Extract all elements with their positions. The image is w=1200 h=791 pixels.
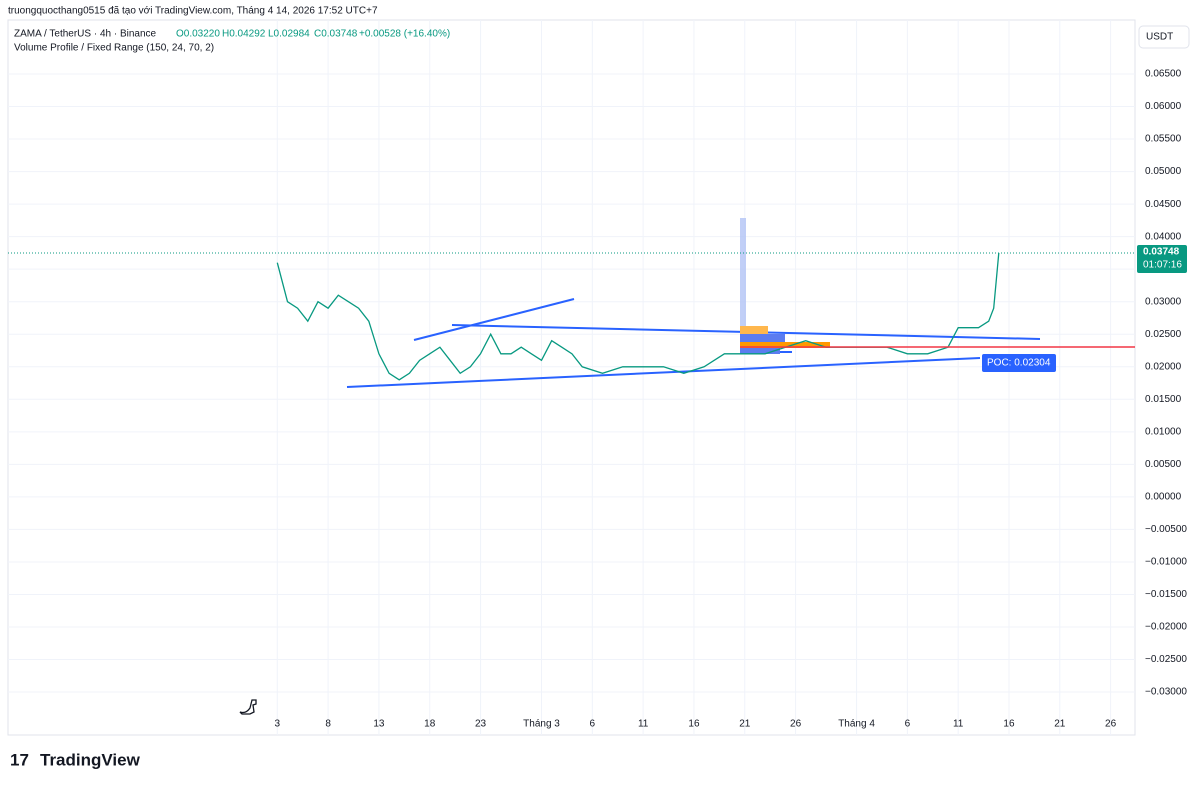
brand: TradingView bbox=[40, 750, 141, 769]
ohlc-high: H0.04292 bbox=[222, 29, 266, 40]
currency[interactable]: USDT bbox=[1146, 32, 1173, 43]
profile-bar bbox=[740, 342, 830, 348]
y-tick-label: −0.01500 bbox=[1145, 589, 1187, 600]
x-tick-label: 23 bbox=[475, 719, 487, 730]
y-tick-label: 0.04500 bbox=[1145, 199, 1182, 210]
last-price-label: 0.03748 bbox=[1143, 247, 1180, 258]
poc-label-box bbox=[982, 353, 1056, 372]
y-tick-label: 0.02500 bbox=[1145, 329, 1182, 340]
currency-button[interactable] bbox=[1138, 25, 1190, 49]
x-tick-label: 3 bbox=[275, 719, 281, 730]
y-tick-label: 0.03000 bbox=[1145, 296, 1182, 307]
y-tick-label: 0.04000 bbox=[1145, 231, 1182, 242]
profile-bar bbox=[740, 218, 746, 328]
y-tick-label: −0.02500 bbox=[1145, 654, 1187, 665]
x-tick-label: 6 bbox=[590, 719, 596, 730]
y-tick-label: 0.02000 bbox=[1145, 361, 1182, 372]
y-tick-label: 0.01500 bbox=[1145, 394, 1182, 405]
x-tick-label: 21 bbox=[739, 719, 751, 730]
ohlc-open: O0.03220 bbox=[176, 29, 220, 40]
y-tick-label: 0.00000 bbox=[1145, 492, 1182, 503]
ohlc-close: C0.03748 bbox=[314, 29, 358, 40]
y-tick-label: −0.02000 bbox=[1145, 622, 1187, 633]
trendline bbox=[346, 357, 981, 388]
x-tick-label: 16 bbox=[1003, 719, 1015, 730]
x-tick-label: 8 bbox=[325, 719, 331, 730]
y-tick-label: −0.00500 bbox=[1145, 524, 1187, 535]
x-tick-label: 11 bbox=[638, 719, 649, 730]
poc-label: POC: 0.02304 bbox=[987, 358, 1051, 369]
x-tick-label: 18 bbox=[424, 719, 436, 730]
x-tick-label: 26 bbox=[1105, 719, 1117, 730]
x-tick-label: 6 bbox=[905, 719, 911, 730]
attribution: truongquocthang0515 đã tạo với TradingVi… bbox=[8, 6, 378, 17]
profile-bar bbox=[740, 348, 780, 354]
trendline bbox=[413, 298, 575, 341]
indicator: Volume Profile / Fixed Range (150, 24, 7… bbox=[14, 43, 214, 54]
x-tick-label: Tháng 3 bbox=[523, 719, 560, 730]
volume-profile bbox=[740, 218, 830, 354]
x-tick-label: 11 bbox=[953, 719, 964, 730]
x-tick-label: 21 bbox=[1054, 719, 1066, 730]
plot-frame bbox=[7, 19, 1136, 736]
x-tick-label: 26 bbox=[790, 719, 802, 730]
y-tick-label: 0.05500 bbox=[1145, 134, 1182, 145]
symbol: ZAMA / TetherUS · 4h · Binance bbox=[14, 29, 157, 40]
brand-logo: 17 bbox=[10, 750, 29, 769]
y-tick-label: −0.01000 bbox=[1145, 557, 1187, 568]
y-tick-label: 0.06000 bbox=[1145, 101, 1182, 112]
x-tick-label: Tháng 4 bbox=[838, 719, 875, 730]
countdown: 01:07:16 bbox=[1143, 260, 1182, 271]
dino-icon bbox=[239, 699, 257, 715]
y-tick-label: 0.06500 bbox=[1145, 69, 1182, 80]
profile-bar bbox=[740, 326, 768, 334]
x-tick-label: 16 bbox=[688, 719, 700, 730]
y-tick-label: 0.01000 bbox=[1145, 426, 1182, 437]
y-tick-label: 0.00500 bbox=[1145, 459, 1182, 470]
y-tick-label: 0.05000 bbox=[1145, 166, 1182, 177]
y-tick-label: −0.03000 bbox=[1145, 687, 1187, 698]
last-price-box bbox=[1137, 245, 1187, 274]
ohlc-low: L0.02984 bbox=[268, 29, 310, 40]
x-tick-label: 13 bbox=[373, 719, 385, 730]
ohlc-change: +0.00528 (+16.40%) bbox=[359, 29, 450, 40]
profile-bar bbox=[740, 334, 785, 342]
